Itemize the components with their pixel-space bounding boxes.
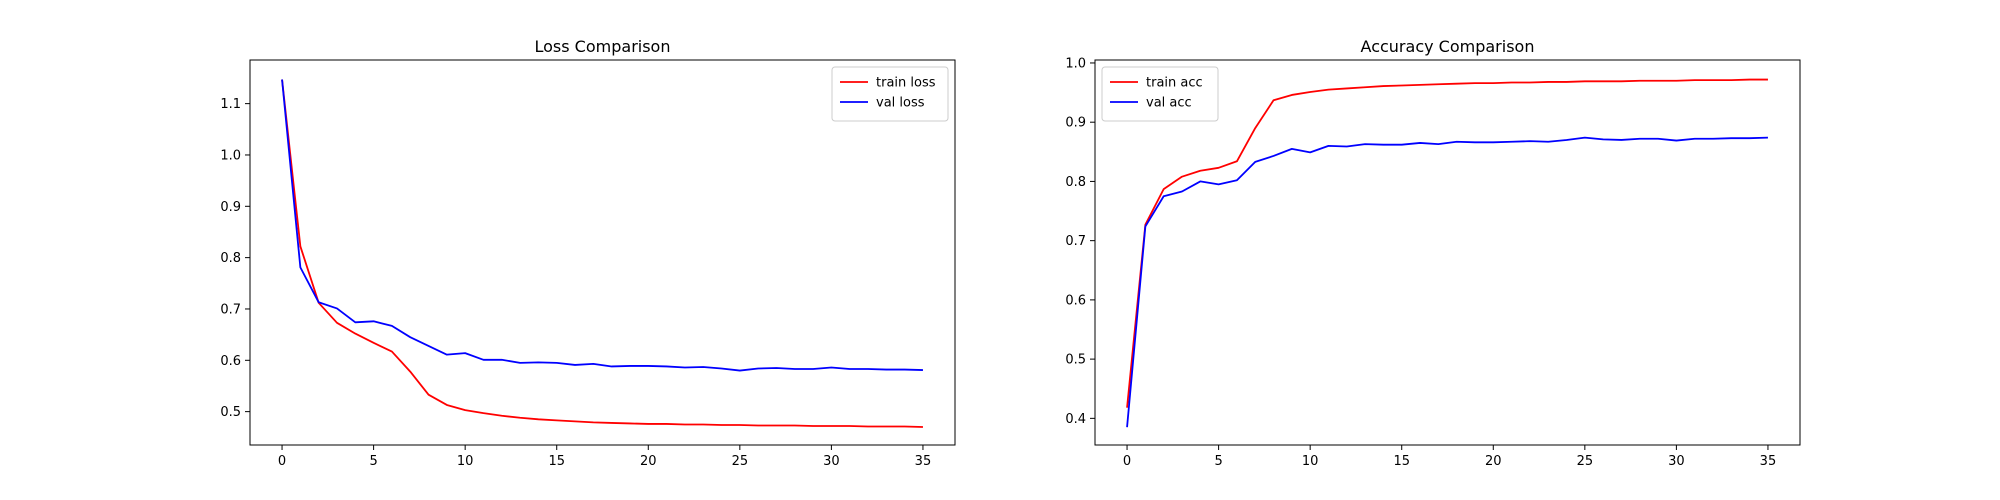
accuracy-chart: Accuracy Comparison 0 5 10 15 20 25 30 35 0.4 0.5… [1065,37,1801,469]
loss-x-tick-label: 5 [369,454,377,469]
accuracy-y-tick-label: 0.9 [1065,116,1086,131]
loss-y-tick-label: 0.8 [220,251,241,266]
accuracy-series-train-acc-line [1126,78,1768,408]
loss-y-tick-label: 0.5 [220,405,241,420]
accuracy-plot-frame [1094,59,1801,446]
loss-legend: train loss val loss [831,66,949,122]
accuracy-x-tick-label: 0 [1123,454,1131,469]
loss-legend-label: val loss [876,96,925,111]
accuracy-x-tick-label: 35 [1760,454,1777,469]
loss-y-tick-label: 0.6 [220,354,241,369]
accuracy-series-val-acc-line [1126,136,1768,428]
loss-x-tick-label: 0 [278,454,286,469]
loss-y-tick-label: 1.1 [220,97,241,112]
accuracy-chart-title: Accuracy Comparison [1361,37,1535,56]
loss-plot-frame [249,59,956,446]
accuracy-x-tick-label: 5 [1214,454,1222,469]
accuracy-legend-label: val acc [1146,96,1192,111]
loss-y-tick-label: 0.7 [220,302,241,317]
accuracy-y-tick-label: 0.7 [1065,234,1086,249]
loss-chart-title: Loss Comparison [535,37,671,56]
loss-chart: Loss Comparison 0 5 10 15 20 25 30 35 0.5 0.6 0.7 0… [220,37,956,469]
loss-x-tick-label: 35 [915,454,932,469]
loss-legend-label: train loss [876,76,936,91]
loss-x-tick-label: 20 [640,454,657,469]
loss-series-val-loss-line [281,79,923,372]
loss-series-train-loss-line [281,79,923,428]
loss-x-tick-label: 25 [732,454,749,469]
accuracy-y-tick-label: 0.5 [1065,353,1086,368]
accuracy-legend-box [1101,66,1219,122]
loss-x-tick-label: 30 [823,454,840,469]
loss-x-tick-label: 15 [548,454,565,469]
accuracy-y-tick-label: 0.8 [1065,175,1086,190]
accuracy-x-tick-label: 25 [1577,454,1594,469]
loss-y-tick-label: 0.9 [220,200,241,215]
loss-x-tick-label: 10 [457,454,474,469]
accuracy-x-tick-label: 20 [1485,454,1502,469]
accuracy-legend: train acc val acc [1101,66,1219,122]
accuracy-x-tick-label: 15 [1393,454,1410,469]
accuracy-x-tick-label: 30 [1668,454,1685,469]
loss-legend-box [831,66,949,122]
accuracy-y-tick-label: 0.6 [1065,293,1086,308]
loss-y-tick-label: 1.0 [220,148,241,163]
accuracy-y-tick-label: 1.0 [1065,56,1086,71]
accuracy-x-tick-label: 10 [1302,454,1319,469]
accuracy-y-tick-label: 0.4 [1065,412,1086,427]
accuracy-legend-label: train acc [1146,76,1203,91]
